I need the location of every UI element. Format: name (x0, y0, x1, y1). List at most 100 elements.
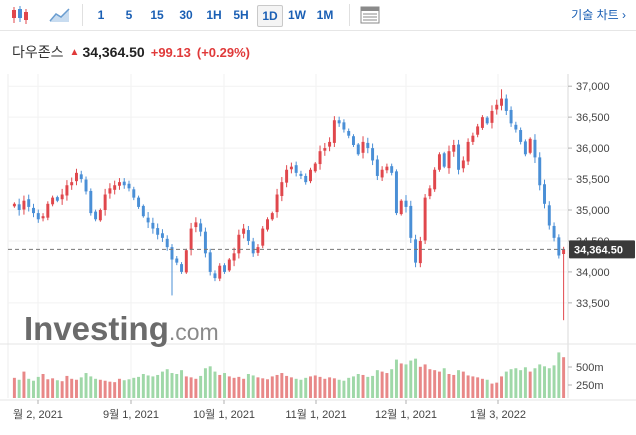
volume-bar (437, 371, 441, 398)
volume-bar (414, 358, 418, 398)
volume-bar (471, 376, 475, 398)
candle-body (347, 131, 351, 136)
candle-body (122, 181, 126, 186)
volume-bar (146, 375, 150, 398)
toolbar-separator (349, 4, 350, 26)
candle-body (65, 185, 69, 196)
volume-bar (285, 375, 289, 398)
candle-body (428, 188, 432, 197)
volume-bar (84, 373, 88, 398)
candle-body (490, 110, 494, 123)
volume-bar (180, 370, 184, 398)
candle-body (547, 205, 551, 226)
candle-body (170, 247, 174, 260)
interval-5h[interactable]: 5H (233, 8, 249, 22)
y-tick-label: 33,500 (576, 298, 610, 310)
candle-body (146, 217, 150, 223)
volume-bar (547, 368, 551, 398)
volume-bar (227, 376, 231, 398)
candle-body (447, 151, 451, 169)
volume-bar (337, 379, 341, 398)
volume-bar (41, 374, 45, 398)
axes-layer: 33,50034,00034,50035,00035,50036,00036,5… (8, 81, 635, 421)
candle-body (289, 166, 293, 170)
candle-body (117, 182, 121, 186)
volume-bar (552, 365, 556, 398)
volume-bar (194, 378, 198, 398)
volume-bar (103, 380, 107, 398)
candle-body (519, 130, 523, 142)
volume-bar (32, 380, 35, 398)
area-chart-icon[interactable] (48, 4, 72, 26)
candle-body (275, 194, 279, 213)
volume-bar (251, 375, 255, 398)
volume-bar (371, 375, 375, 398)
candle-body (261, 228, 265, 246)
y-tick-label: 34,000 (576, 267, 610, 279)
candle-body (442, 153, 446, 167)
volume-bar (65, 375, 69, 398)
candle-body (89, 190, 93, 214)
candle-body (423, 197, 427, 241)
candle-body (409, 205, 413, 238)
volume-bar (246, 374, 250, 398)
candle-body (218, 265, 222, 279)
volume-bar (490, 383, 494, 398)
candle-body (70, 182, 74, 186)
volume-bar (433, 370, 437, 398)
candle-body (256, 247, 260, 253)
candle-body (113, 185, 117, 190)
volume-bar (366, 376, 370, 398)
candle-body (251, 241, 255, 254)
candle-body (375, 159, 379, 176)
x-tick-label: 12월 1, 2021 (375, 408, 437, 421)
candle-body (514, 124, 518, 130)
volume-bar (22, 371, 26, 398)
candle-body (476, 126, 480, 135)
volume-bar (399, 363, 403, 398)
full-chart-link[interactable]: 기술 차트 › (571, 8, 626, 22)
volume-bar (132, 377, 136, 398)
candle-body (160, 233, 164, 238)
volume-bar (557, 352, 561, 398)
interval-5[interactable]: 5 (125, 8, 133, 22)
volume-bar (485, 379, 489, 398)
last-price-label: 34,364.50 (574, 244, 623, 256)
candle-body (538, 157, 542, 186)
interval-15[interactable]: 15 (150, 8, 164, 22)
candle-body (485, 117, 489, 124)
volume-bar (74, 379, 78, 398)
volume-bar (127, 379, 131, 398)
interval-1m[interactable]: 1M (316, 8, 334, 22)
volume-bar (208, 366, 212, 398)
interval-1w[interactable]: 1W (288, 8, 306, 22)
candle-body (418, 240, 422, 264)
interval-30[interactable]: 30 (179, 8, 193, 22)
data-table-icon[interactable] (358, 4, 382, 26)
interval-1h[interactable]: 1H (206, 8, 222, 22)
candle-body (194, 222, 198, 228)
candle-body (41, 216, 45, 219)
interval-1d[interactable]: 1D (257, 5, 283, 27)
candle-body (495, 104, 499, 110)
candle-body (213, 273, 217, 279)
volume-bar (299, 379, 303, 398)
candle-body (199, 223, 203, 232)
volume-bar (528, 371, 532, 398)
volume-bar (232, 377, 236, 398)
candle-body (12, 203, 16, 207)
volume-bar (351, 376, 355, 398)
volume-bar (117, 378, 121, 398)
interval-1[interactable]: 1 (97, 8, 105, 22)
y-tick-label: 36,000 (576, 143, 610, 155)
chart-grid (0, 74, 636, 401)
volume-bar (89, 376, 93, 398)
volume-bar (304, 377, 308, 398)
volume-bar (237, 376, 241, 398)
candle-body (242, 228, 246, 234)
candlestick-chart-icon[interactable] (8, 4, 32, 26)
volume-bar (94, 378, 98, 398)
volume-bar (495, 382, 499, 398)
candle-body (227, 259, 231, 271)
investing-watermark: Investing.com (24, 310, 219, 347)
